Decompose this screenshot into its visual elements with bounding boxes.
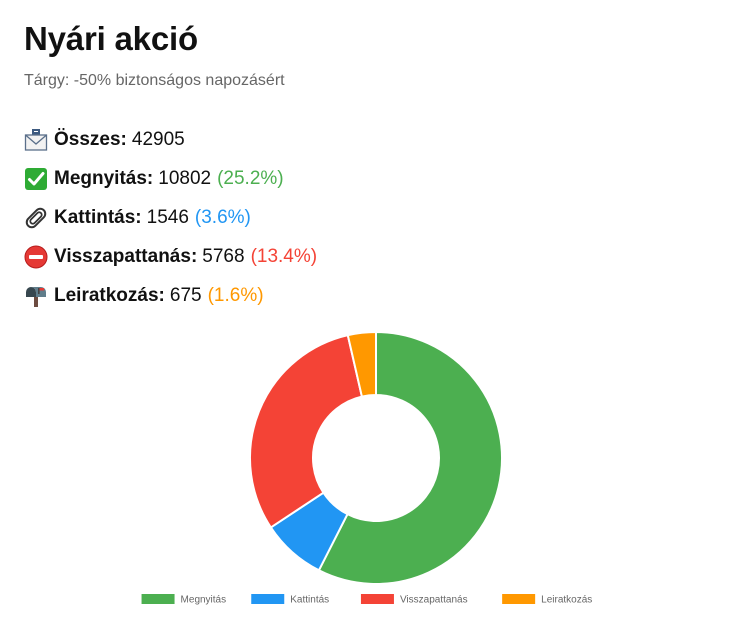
legend-swatch-kattintás xyxy=(251,594,285,604)
chart-legend: Megnyitás Kattintás Visszapattanás Leiratko… xyxy=(141,594,592,606)
mailbox-icon xyxy=(26,286,46,307)
legend-label-megnyitás[interactable]: Megnyitás xyxy=(181,595,227,606)
stat-bounced: Visszapattanás: 5768 (13.4%) xyxy=(24,237,317,276)
legend-label-visszapattanás[interactable]: Visszapattanás xyxy=(400,595,468,606)
stat-bounced-value: 5768 xyxy=(202,245,245,267)
legend-swatch-visszapattanás xyxy=(360,594,394,604)
slice-visszapattanás[interactable] xyxy=(249,333,364,529)
stat-opened: Megnyitás: 10802 (25.2%) xyxy=(24,159,317,198)
stat-unsubscribed-percent: (1.6%) xyxy=(207,284,264,306)
stat-opened-label: Megnyitás xyxy=(54,167,147,189)
legend-swatch-leiratkozás xyxy=(502,594,536,604)
slice-megnyitás[interactable] xyxy=(317,330,503,585)
stat-unsubscribed: Leiratkozás: 675 (1.6%) xyxy=(24,276,317,315)
campaign-title: Nyári akció xyxy=(24,20,198,57)
stat-opened-percent: (25.2%) xyxy=(217,167,284,189)
stat-clicked-label: Kattintás xyxy=(54,206,136,228)
paperclip-icon xyxy=(25,207,47,228)
stat-clicked-value: 1546 xyxy=(146,206,189,228)
checkmark-icon xyxy=(25,167,47,190)
campaign-subject: Tárgy: -50% biztonságos napozásért xyxy=(24,72,285,89)
stats-list: Összes: 42905 Megnyitás: 10802 (25.2%) K… xyxy=(24,120,317,315)
legend-label-kattintás[interactable]: Kattintás xyxy=(290,595,329,606)
slice-leiratkozás[interactable] xyxy=(346,330,377,398)
legend-swatch-megnyitás xyxy=(141,594,175,604)
stat-total-value: 42905 xyxy=(131,128,185,150)
stat-opened-value: 10802 xyxy=(158,167,212,189)
stat-unsubscribed-label: Leiratkozás xyxy=(54,284,159,306)
chart-slices xyxy=(249,330,503,585)
stat-bounced-label: Visszapattanás xyxy=(54,245,191,267)
stat-clicked: Kattintás: 1546 (3.6%) xyxy=(24,198,317,237)
legend-label-leiratkozás[interactable]: Leiratkozás xyxy=(541,595,592,606)
stat-total: Összes: 42905 xyxy=(24,120,317,159)
stat-total-label: Összes xyxy=(54,128,121,150)
doughnut-chart: Megnyitás Kattintás Visszapattanás Leiratko… xyxy=(141,330,592,606)
envelope-icon xyxy=(24,128,48,151)
stat-clicked-percent: (3.6%) xyxy=(194,206,251,228)
stat-bounced-percent: (13.4%) xyxy=(250,245,318,267)
stat-unsubscribed-value: 675 xyxy=(169,284,202,306)
no-entry-icon xyxy=(24,245,48,268)
